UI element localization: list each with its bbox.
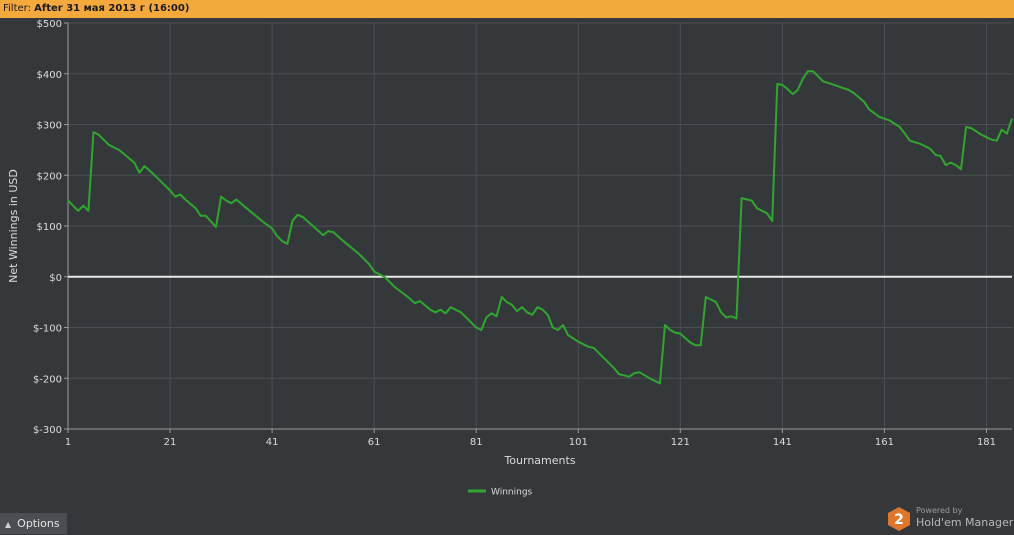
y-tick-label: $-100 — [33, 324, 62, 335]
filter-value: After 31 мая 2013 г (16:00) — [34, 3, 190, 14]
y-tick-label: $200 — [37, 171, 62, 182]
legend-label-winnings: Winnings — [491, 488, 533, 498]
holdem-manager-logo-icon: 2 — [888, 507, 910, 531]
y-tick-label: $300 — [37, 121, 62, 132]
x-axis-title: Tournaments — [503, 454, 575, 467]
powered-by-text: Powered by — [916, 506, 963, 515]
caret-up-icon: ▲ — [5, 520, 12, 529]
filter-prefix: Filter: — [3, 3, 35, 14]
x-tick-label: 121 — [671, 437, 690, 448]
y-tick-label: $0 — [49, 273, 62, 284]
x-tick-label: 81 — [470, 437, 483, 448]
x-tick-label: 21 — [164, 437, 177, 448]
y-tick-label: $100 — [37, 222, 62, 233]
y-tick-label: $-200 — [33, 374, 62, 385]
x-tick-label: 181 — [977, 437, 996, 448]
logo-hexagon — [888, 507, 910, 531]
x-tick-label: 141 — [773, 437, 792, 448]
powered-by-branding: 2 Powered by Hold'em Manager — [886, 505, 1014, 533]
x-tick-label: 101 — [569, 437, 588, 448]
filter-bar: Filter: After 31 мая 2013 г (16:00) — [0, 0, 1014, 18]
product-name: Hold'em Manager — [916, 516, 1014, 529]
series-line-winnings — [67, 70, 1013, 385]
logo-number: 2 — [894, 512, 904, 528]
options-button[interactable]: ▲ Options — [0, 513, 67, 534]
x-tick-label: 61 — [368, 437, 381, 448]
y-tick-label: $-300 — [33, 425, 62, 436]
y-tick-label: $500 — [37, 19, 62, 30]
y-tick-label: $400 — [37, 70, 62, 81]
x-tick-label: 161 — [875, 437, 894, 448]
options-label: Options — [17, 517, 60, 530]
x-tick-label: 41 — [266, 437, 279, 448]
y-axis-title: Net Winnings in USD — [7, 169, 20, 283]
x-tick-label: 1 — [65, 437, 71, 448]
